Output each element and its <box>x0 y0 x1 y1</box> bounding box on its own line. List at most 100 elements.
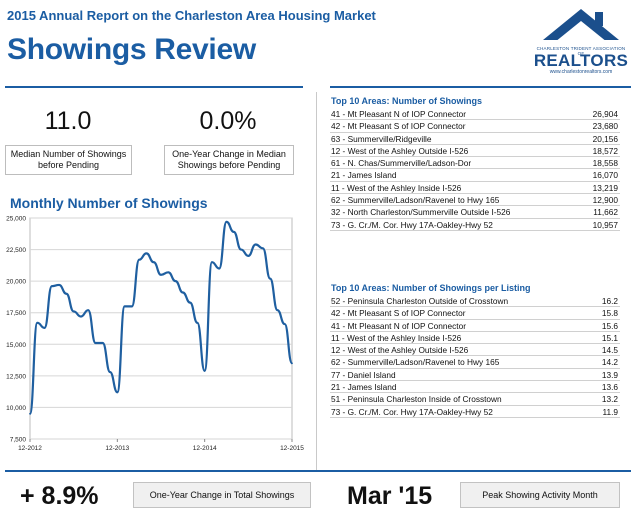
y-tick-label: 22,500 <box>6 247 26 254</box>
showings-area-value: 20,156 <box>592 133 618 144</box>
data-point <box>58 284 61 286</box>
showings-area-name: 12 - West of the Ashley Outside I-526 <box>331 145 469 156</box>
data-point <box>65 292 68 295</box>
per-listing-area-name: 11 - West of the Ashley Inside I-526 <box>331 332 462 343</box>
realtors-logo: CHARLESTON TRIDENT ASSOCIATION OF REALTO… <box>533 6 629 76</box>
per-listing-row: 51 - Peninsula Charleston Inside of Cros… <box>330 393 620 406</box>
data-point <box>225 220 228 223</box>
data-point <box>160 273 162 276</box>
per-listing-row: 12 - West of the Ashley Outside I-526 14.… <box>330 344 620 357</box>
data-point <box>29 412 31 415</box>
per-listing-row: 11 - West of the Ashley Inside I-526 15.1 <box>330 332 620 345</box>
total-showings-change-value: + 8.9% <box>20 482 99 510</box>
data-point <box>109 371 111 373</box>
peak-month-label: Peak Showing Activity Month <box>460 482 620 508</box>
showings-area-value: 26,904 <box>592 109 618 119</box>
top-divider-left <box>5 86 303 88</box>
y-tick-label: 17,500 <box>6 310 26 317</box>
per-listing-row: 21 - James Island 13.6 <box>330 381 620 394</box>
column-divider <box>316 92 317 472</box>
median-showings-label: Median Number of Showings before Pending <box>5 145 132 175</box>
per-listing-area-value: 16.2 <box>601 296 618 306</box>
showings-area-name: 41 - Mt Pleasant N of IOP Connector <box>331 109 466 119</box>
x-tick-label: 12-2013 <box>105 445 129 452</box>
per-listing-area-value: 15.6 <box>601 320 618 331</box>
monthly-showings-chart: 7,500 10,000 12,500 15,000 17,500 20,000 22,50… <box>6 216 304 453</box>
report-title: 2015 Annual Report on the Charleston Are… <box>7 8 376 23</box>
logo-org-line: CHARLESTON TRIDENT ASSOCIATION OF <box>536 46 626 56</box>
showings-row: 32 - North Charleston/Summerville Outsid… <box>330 206 620 219</box>
data-point <box>291 362 293 365</box>
per-listing-area-name: 62 - Summerville/Ladson/Ravenel to Hwy 1… <box>331 357 500 368</box>
logo-name: REALTORS <box>533 51 629 70</box>
bottom-divider <box>5 470 631 472</box>
data-point <box>101 342 104 344</box>
data-point <box>94 342 97 344</box>
data-point <box>80 315 82 318</box>
data-point <box>240 248 242 251</box>
showings-row: 62 - Summerville/Ladson/Ravenel to Hwy 1… <box>330 194 620 207</box>
per-listing-row: 77 - Daniel Island 13.9 <box>330 369 620 382</box>
y-tick-label: 20,000 <box>6 279 26 286</box>
per-listing-area-value: 13.6 <box>601 382 618 393</box>
data-point <box>36 321 39 324</box>
showings-area-value: 18,572 <box>592 145 618 156</box>
data-point <box>145 252 148 255</box>
showings-area-value: 10,957 <box>592 219 618 230</box>
showings-area-name: 42 - Mt Pleasant S of IOP Connector <box>331 121 466 132</box>
x-tick-label: 12-2012 <box>18 445 42 452</box>
top-divider-right <box>330 86 631 88</box>
data-point <box>189 301 192 304</box>
x-tick-label: 12-2014 <box>193 445 217 452</box>
showings-area-value: 18,558 <box>592 158 618 169</box>
showings-row: 73 - G. Cr./M. Cor. Hwy 17A-Oakley-Hwy 5… <box>330 219 620 231</box>
change-label-line-1: One-Year Change in Median <box>172 149 286 159</box>
per-listing-area-value: 13.2 <box>601 394 618 405</box>
per-listing-row: 52 - Peninsula Charleston Outside of Cro… <box>330 295 620 308</box>
data-point <box>218 267 221 270</box>
data-point <box>43 326 46 329</box>
median-change-label: One-Year Change in Median Showings befor… <box>164 145 294 175</box>
data-point <box>211 261 213 264</box>
showings-area-name: 61 - N. Chas/Summerville/Ladson-Dor <box>331 158 472 169</box>
showings-row: 21 - James Island 16,070 <box>330 169 620 182</box>
house-roof-icon <box>543 9 619 42</box>
per-listing-area-name: 51 - Peninsula Charleston Inside of Cros… <box>331 394 502 405</box>
showings-area-name: 63 - Summerville/Ridgeville <box>331 133 432 144</box>
per-listing-area-name: 21 - James Island <box>331 382 397 393</box>
data-point <box>167 271 170 274</box>
data-point <box>72 310 75 313</box>
median-label-line-1: Median Number of Showings <box>10 149 127 159</box>
data-point <box>152 261 155 264</box>
per-listing-area-value: 11.9 <box>602 406 618 417</box>
per-listing-area-name: 12 - West of the Ashley Outside I-526 <box>331 345 469 356</box>
chart-title: Monthly Number of Showings <box>10 195 208 211</box>
per-listing-area-value: 14.5 <box>601 345 618 356</box>
per-listing-area-name: 52 - Peninsula Charleston Outside of Cro… <box>331 296 509 306</box>
showings-area-value: 13,219 <box>592 182 618 193</box>
y-tick-label: 7,500 <box>10 437 27 444</box>
per-listing-row: 62 - Summerville/Ladson/Ravenel to Hwy 1… <box>330 356 620 369</box>
per-listing-area-name: 41 - Mt Pleasant N of IOP Connector <box>331 320 466 331</box>
per-listing-row: 42 - Mt Pleasant S of IOP Connector 15.8 <box>330 307 620 320</box>
change-label-line-2: Showings before Pending <box>177 160 281 170</box>
total-showings-change-label: One-Year Change in Total Showings <box>133 482 311 508</box>
showings-row: 41 - Mt Pleasant N of IOP Connector 26,90… <box>330 108 620 121</box>
showings-row: 12 - West of the Ashley Outside I-526 18,… <box>330 145 620 158</box>
y-tick-label: 15,000 <box>6 342 26 349</box>
data-point <box>181 291 184 294</box>
peak-month-value: Mar '15 <box>347 482 433 510</box>
per-listing-area-name: 73 - G. Cr./M. Cor. Hwy 17A-Oakley-Hwy 5… <box>331 406 493 417</box>
showings-area-value: 11,662 <box>593 207 618 218</box>
showings-area-value: 23,680 <box>592 121 618 132</box>
data-point <box>247 254 250 257</box>
data-point <box>283 323 286 325</box>
per-listing-row: 73 - G. Cr./M. Cor. Hwy 17A-Oakley-Hwy 5… <box>330 406 620 418</box>
data-point <box>261 247 264 250</box>
median-change-value: 0.0% <box>199 107 257 135</box>
per-listing-area-value: 15.1 <box>601 332 618 343</box>
data-point <box>254 243 257 246</box>
y-tick-label: 25,000 <box>6 216 26 223</box>
showings-area-name: 21 - James Island <box>331 170 397 181</box>
showings-area-name: 32 - North Charleston/Summerville Outsid… <box>331 207 511 218</box>
